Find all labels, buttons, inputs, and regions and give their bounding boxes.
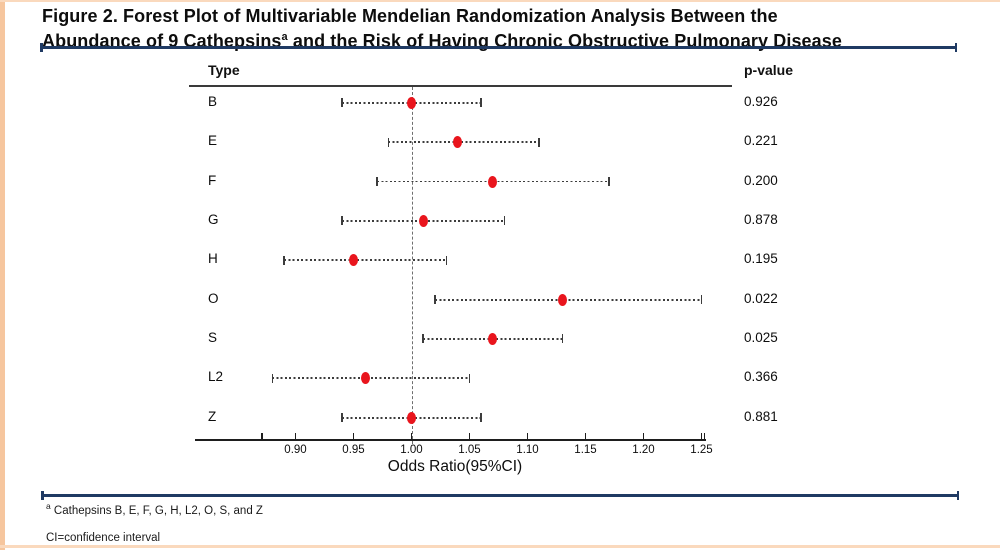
p-value: 0.025 (744, 330, 778, 346)
ci-cap-low (271, 373, 274, 383)
axis-tick (700, 433, 703, 439)
ci-cap-high (700, 294, 703, 304)
axis-end-tick (703, 433, 706, 439)
axis-tick (294, 433, 297, 439)
type-column-header: Type (208, 62, 240, 78)
ci-cap-low (433, 294, 436, 304)
forest-row-label: B (208, 94, 218, 109)
footnote-superscript: a (46, 501, 51, 511)
axis-end-tick (261, 433, 263, 439)
bottom-accent-line (0, 545, 1000, 548)
point-estimate (360, 372, 370, 385)
p-value: 0.195 (744, 251, 778, 267)
left-accent-bar (0, 0, 5, 550)
axis-tick (642, 433, 645, 439)
axis-tick-label: 1.20 (632, 444, 655, 456)
forest-row-label: O (208, 290, 219, 306)
ci-cap-high (538, 137, 540, 147)
p-value: 0.022 (744, 290, 778, 306)
p-value: 0.221 (744, 133, 778, 149)
ci-cap-high (468, 373, 471, 383)
ci-cap-low (341, 413, 343, 422)
forest-row-label: S (208, 330, 218, 346)
axis-tick-label: 0.90 (284, 444, 307, 456)
axis-tick (584, 433, 587, 439)
forest-row-label: F (208, 172, 217, 188)
ci-cap-high (480, 98, 482, 108)
ci-whisker (283, 259, 447, 262)
p-value: 0.926 (744, 94, 778, 109)
ci-cap-high (480, 413, 482, 422)
axis-tick-label: 1.05 (458, 444, 481, 456)
axis-tick (352, 433, 355, 439)
axis-tick (526, 433, 529, 439)
point-estimate (349, 254, 358, 267)
ci-cap-high (607, 176, 610, 186)
p-value-column-header: p-value (744, 62, 794, 78)
ci-cap-low (341, 216, 343, 226)
x-axis-line (195, 439, 706, 441)
ci-whisker (272, 377, 470, 380)
header-underline (189, 85, 732, 87)
axis-tick-label: 1.15 (574, 444, 597, 456)
ci-cap-low (387, 137, 390, 147)
x-axis-title: Odds Ratio(95%CI) (387, 458, 523, 475)
footnote-cathepsins-text: Cathepsins B, E, F, G, H, L2, O, S, and … (50, 504, 263, 517)
forest-row-label: G (208, 212, 219, 228)
title-divider-rule (40, 43, 957, 51)
p-value: 0.366 (744, 369, 778, 385)
point-estimate (407, 411, 416, 424)
axis-tick-label: 1.00 (400, 444, 423, 456)
reference-line (411, 87, 413, 444)
forest-row-label: E (208, 133, 218, 149)
footnote-divider-rule (41, 491, 959, 499)
axis-tick (468, 433, 471, 439)
p-value: 0.881 (744, 408, 778, 424)
footnote-ci: CI=confidence interval (46, 532, 161, 544)
point-estimate (453, 136, 463, 149)
p-value: 0.200 (744, 172, 778, 188)
footnote-cathepsins: a Cathepsins B, E, F, G, H, L2, O, S, an… (46, 501, 263, 517)
p-value: 0.878 (744, 212, 778, 228)
ci-cap-high (561, 334, 564, 344)
point-estimate (488, 333, 498, 346)
figure-title-line1: Figure 2. Forest Plot of Multivariable M… (42, 6, 778, 26)
point-estimate (557, 293, 567, 306)
ci-cap-high (503, 216, 506, 226)
forest-row-label: Z (208, 408, 217, 424)
ci-cap-low (341, 98, 343, 108)
top-accent-line (0, 0, 1000, 2)
ci-whisker (434, 298, 702, 301)
ci-whisker (388, 141, 540, 144)
point-estimate (488, 175, 498, 188)
ci-cap-low (422, 334, 424, 344)
ci-cap-low (375, 176, 378, 186)
axis-tick-label: 0.95 (342, 444, 365, 456)
title-superscript: a (281, 31, 288, 43)
point-estimate (407, 97, 416, 109)
ci-cap-low (283, 255, 285, 265)
axis-tick-label: 1.25 (690, 444, 713, 456)
axis-tick (410, 433, 413, 439)
ci-cap-high (445, 255, 448, 265)
point-estimate (418, 215, 428, 228)
axis-tick-label: 1.10 (516, 444, 539, 456)
forest-row-label: H (208, 251, 218, 267)
forest-row-label: L2 (208, 369, 224, 385)
